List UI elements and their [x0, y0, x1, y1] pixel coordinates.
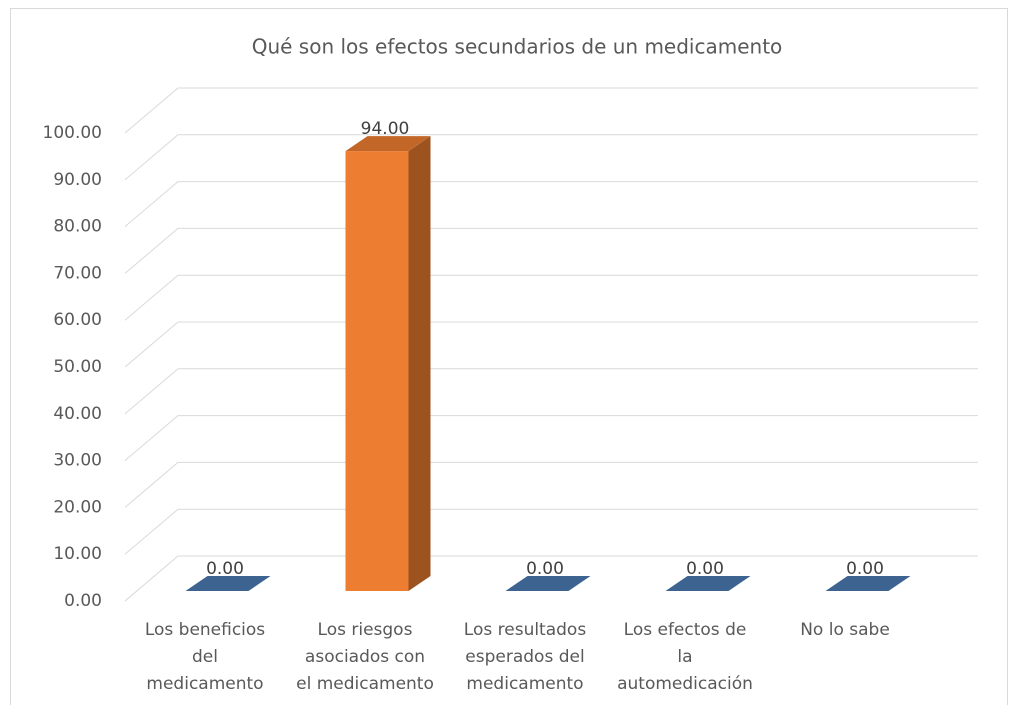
x-tick-label: Los beneficios del medicamento: [144, 620, 266, 694]
y-tick-label: 90.00: [53, 170, 102, 190]
y-tick-label: 70.00: [53, 263, 102, 283]
y-tick-label: 50.00: [53, 357, 102, 377]
bar-top: [825, 576, 911, 591]
grid-line: [124, 555, 978, 602]
bar-top: [185, 576, 271, 591]
bar-side: [408, 136, 431, 591]
data-label: 0.00: [846, 559, 884, 579]
x-tick-label: Los riesgos asociados con el medicamento: [296, 620, 434, 694]
y-tick-label: 40.00: [53, 404, 102, 424]
bar: [345, 136, 431, 591]
data-label: 0.00: [206, 559, 244, 579]
data-label: 0.00: [526, 559, 564, 579]
y-tick-label: 10.00: [53, 544, 102, 564]
y-tick-label: 20.00: [53, 497, 102, 517]
chart-title: Qué son los efectos secundarios de un me…: [252, 35, 783, 59]
y-tick-label: 60.00: [53, 310, 102, 330]
x-tick-label: Los efectos de la automedicación: [617, 620, 753, 694]
bar-top: [505, 576, 591, 591]
bar: [505, 576, 591, 591]
bar: [185, 576, 271, 591]
bar: [825, 576, 911, 591]
y-tick-label: 100.00: [43, 123, 102, 143]
grid-line: [124, 461, 978, 508]
bar-front: [345, 151, 409, 591]
grid-line: [124, 368, 978, 415]
grid-line: [124, 321, 978, 368]
data-label: 0.00: [686, 559, 724, 579]
bar-top: [345, 136, 431, 152]
grid-line: [124, 508, 978, 555]
bar: [665, 576, 751, 591]
y-tick-label: 0.00: [64, 591, 102, 611]
grid-line: [124, 181, 978, 227]
x-tick-label: No lo sabe: [800, 620, 890, 640]
chart-border: [10, 8, 1008, 705]
grid-line: [124, 134, 978, 181]
y-tick-label: 30.00: [53, 451, 102, 471]
x-tick-label: Los resultados esperados del medicamento: [463, 620, 587, 694]
data-label: 94.00: [361, 119, 410, 139]
grid-line: [124, 87, 978, 134]
y-tick-label: 80.00: [53, 217, 102, 237]
bar-top: [665, 576, 751, 591]
grid-line: [124, 274, 978, 321]
grid-line: [124, 227, 978, 274]
grid-line: [124, 415, 978, 461]
